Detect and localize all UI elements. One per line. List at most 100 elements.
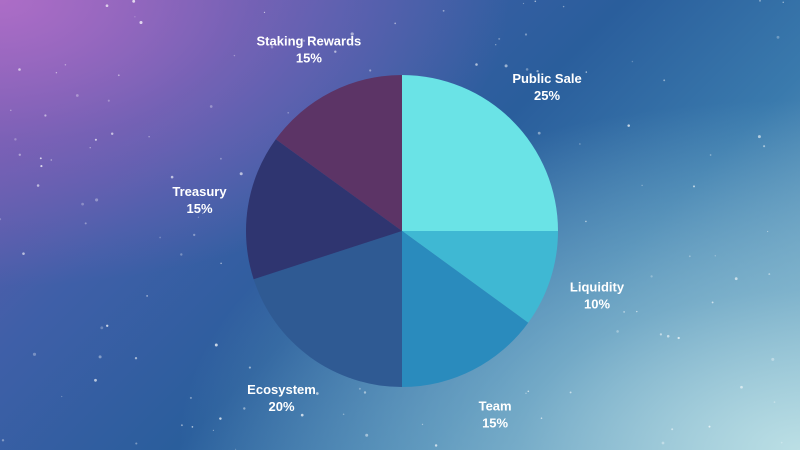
star (110, 132, 114, 135)
slice-percent: 25% (534, 88, 560, 103)
pie-slices (246, 75, 558, 387)
slice-percent: 10% (584, 296, 610, 311)
star (776, 35, 780, 39)
star (358, 387, 361, 390)
star (641, 184, 643, 187)
star (148, 136, 150, 138)
star (315, 392, 319, 395)
star (105, 4, 109, 8)
star (202, 212, 204, 215)
star (650, 275, 653, 278)
star (191, 426, 194, 428)
star (193, 233, 196, 237)
star (243, 407, 246, 410)
star (659, 333, 663, 336)
star (522, 2, 525, 5)
star (50, 159, 53, 161)
star (537, 131, 541, 135)
star (98, 355, 102, 359)
star (18, 68, 21, 71)
star (214, 343, 218, 347)
star (22, 252, 25, 256)
star (146, 295, 148, 297)
slice-label-team: Team 15% (479, 399, 512, 431)
star (585, 220, 587, 223)
slice-name: Staking Rewards (257, 33, 362, 48)
slice-label-staking-rewards: Staking Rewards 15% (257, 33, 362, 65)
star (711, 301, 714, 304)
star (394, 22, 397, 25)
pie-slice-liquidity (402, 231, 558, 323)
star (233, 54, 236, 57)
slice-percent: 20% (268, 399, 294, 414)
star (671, 428, 674, 431)
star (14, 138, 17, 141)
star (0, 218, 2, 221)
star (569, 391, 572, 394)
star (709, 154, 712, 156)
star (421, 423, 424, 426)
star (740, 385, 743, 389)
star (534, 0, 537, 3)
star (579, 143, 581, 145)
star (693, 185, 695, 188)
star (189, 396, 192, 399)
star (442, 9, 445, 12)
star (495, 44, 497, 46)
star (524, 33, 528, 36)
star (773, 401, 776, 403)
pie-slice-treasury (246, 139, 402, 280)
star (759, 0, 761, 2)
star (75, 94, 79, 97)
slice-label-treasury: Treasury 15% (172, 184, 227, 216)
star (631, 60, 634, 63)
star (139, 20, 143, 25)
star (498, 37, 501, 40)
slice-label-liquidity: Liquidity 10% (570, 279, 625, 311)
slice-name: Liquidity (570, 279, 625, 294)
star (623, 311, 625, 313)
slice-name: Team (479, 399, 512, 414)
star (287, 111, 290, 114)
star (220, 262, 222, 265)
slice-percent: 15% (296, 50, 322, 65)
slice-percent: 15% (186, 201, 212, 216)
star (61, 395, 63, 398)
star (766, 230, 769, 233)
star (209, 105, 213, 108)
star (84, 222, 87, 225)
star (369, 69, 372, 72)
star (708, 425, 711, 428)
star (64, 63, 67, 66)
star (572, 286, 575, 289)
star (180, 424, 183, 427)
star (663, 79, 666, 82)
star (36, 184, 40, 187)
star (302, 39, 306, 42)
star (585, 71, 588, 73)
star (616, 330, 619, 333)
star (562, 5, 565, 8)
star (363, 391, 367, 394)
pie-labels: Public Sale 25% Liquidity 10% Team 15% Ecosyst… (172, 33, 624, 430)
star (107, 99, 110, 102)
star (540, 417, 543, 419)
star (475, 63, 478, 66)
star (180, 253, 183, 256)
star (763, 145, 766, 148)
star (100, 326, 104, 330)
star (536, 69, 539, 73)
slice-name: Ecosystem (247, 382, 316, 397)
star (89, 147, 91, 149)
pie-slice-team (402, 231, 529, 387)
star (248, 366, 251, 369)
pie-slice-public-sale (402, 75, 558, 231)
star (350, 32, 354, 36)
star (239, 172, 243, 176)
star (134, 357, 138, 360)
star (94, 378, 97, 382)
star (95, 198, 99, 202)
star (504, 64, 508, 68)
star (677, 336, 680, 340)
